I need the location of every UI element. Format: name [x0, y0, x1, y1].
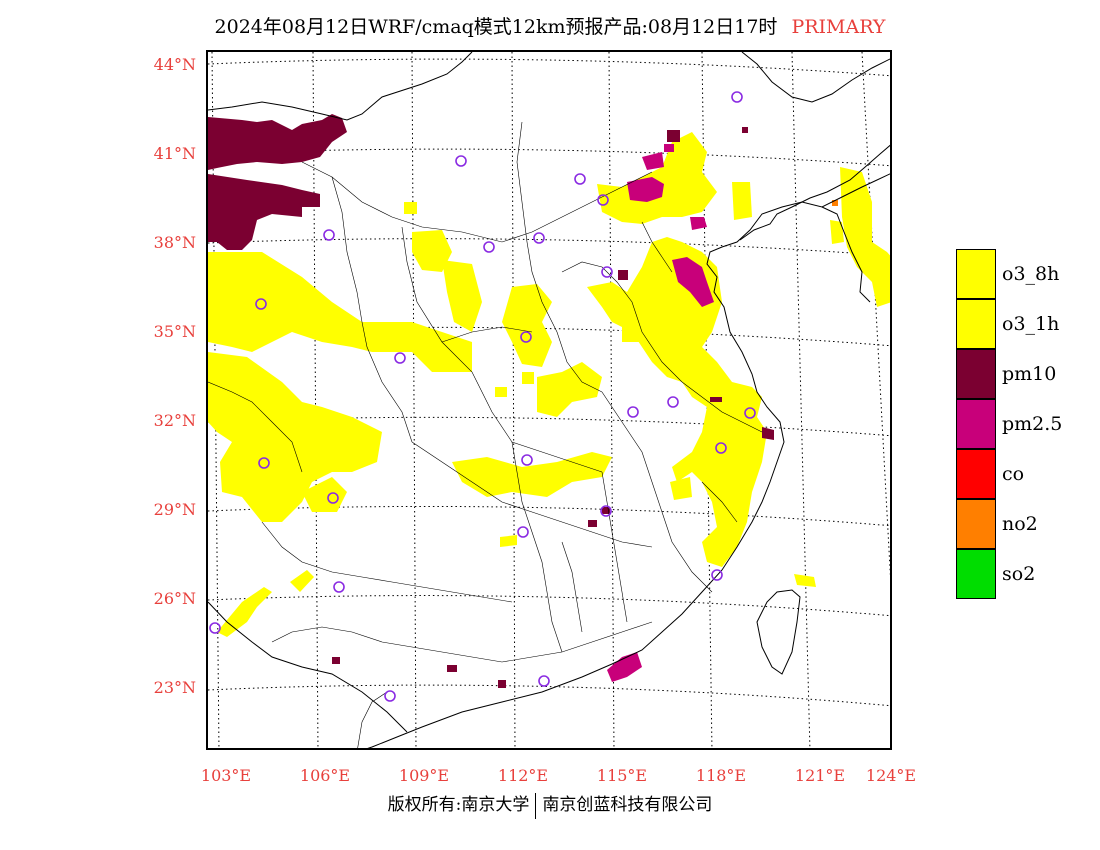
- lat-label-26: 26°N: [153, 589, 196, 608]
- lon-label-103: 103°E: [200, 766, 252, 785]
- lat-label-23: 23°N: [153, 678, 196, 697]
- legend-item-so2: so2: [956, 549, 1086, 599]
- lat-label-35: 35°N: [153, 322, 196, 341]
- pollution-map: [208, 52, 890, 748]
- legend-item-no2: no2: [956, 499, 1086, 549]
- lon-label-106: 106°E: [299, 766, 351, 785]
- o3-areas: [208, 132, 890, 637]
- legend-swatch: [956, 299, 996, 349]
- legend-swatch: [956, 449, 996, 499]
- legend-swatch: [956, 249, 996, 299]
- copyright-line: 版权所有:南京大学 南京创蓝科技有限公司: [0, 790, 1100, 819]
- legend-item-o3-8h: o3_8h: [956, 249, 1086, 299]
- legend-label: o3_8h: [1002, 263, 1060, 285]
- legend-item-pm10: pm10: [956, 349, 1086, 399]
- legend-swatch: [956, 349, 996, 399]
- lon-label-115: 115°E: [596, 766, 648, 785]
- lon-label-121: 121°E: [794, 766, 846, 785]
- coastline: [367, 144, 890, 748]
- title-text: 2024年08月12日WRF/cmaq模式12km预报产品:08月12日17时: [214, 16, 778, 38]
- copyright-right: 南京创蓝科技有限公司: [542, 795, 713, 815]
- pm25-areas: [607, 144, 714, 682]
- province-lines: [208, 121, 763, 748]
- legend-label: no2: [1002, 513, 1038, 535]
- lat-label-44: 44°N: [153, 55, 196, 74]
- map-panel: [206, 50, 892, 750]
- no2-spot: [832, 200, 838, 206]
- legend-swatch: [956, 499, 996, 549]
- legend-label: pm2.5: [1002, 413, 1063, 435]
- pm10-areas: [208, 114, 774, 688]
- lat-label-41: 41°N: [153, 144, 196, 163]
- lat-label-29: 29°N: [153, 500, 196, 519]
- legend-item-pm25: pm2.5: [956, 399, 1086, 449]
- map-title: 2024年08月12日WRF/cmaq模式12km预报产品:08月12日17时 P…: [0, 12, 1100, 39]
- legend-swatch: [956, 549, 996, 599]
- legend-label: o3_1h: [1002, 313, 1060, 335]
- lon-label-112: 112°E: [497, 766, 549, 785]
- city-markers: [209, 91, 756, 702]
- legend-item-co: co: [956, 449, 1086, 499]
- legend-label: co: [1002, 463, 1025, 485]
- legend-item-o3-1h: o3_1h: [956, 299, 1086, 349]
- primary-tag: PRIMARY: [791, 16, 886, 38]
- copyright-separator: [535, 792, 537, 819]
- lon-label-109: 109°E: [398, 766, 450, 785]
- lon-label-124: 124°E: [865, 766, 917, 785]
- legend-label: pm10: [1002, 363, 1057, 385]
- lat-label-32: 32°N: [153, 411, 196, 430]
- legend-label: so2: [1002, 563, 1036, 585]
- copyright-left: 版权所有:南京大学: [387, 795, 530, 815]
- lat-label-38: 38°N: [153, 233, 196, 252]
- legend-swatch: [956, 399, 996, 449]
- lon-label-118: 118°E: [695, 766, 747, 785]
- border-lines: [208, 52, 890, 733]
- legend: o3_8h o3_1h pm10 pm2.5 co no2 so2: [956, 249, 1086, 599]
